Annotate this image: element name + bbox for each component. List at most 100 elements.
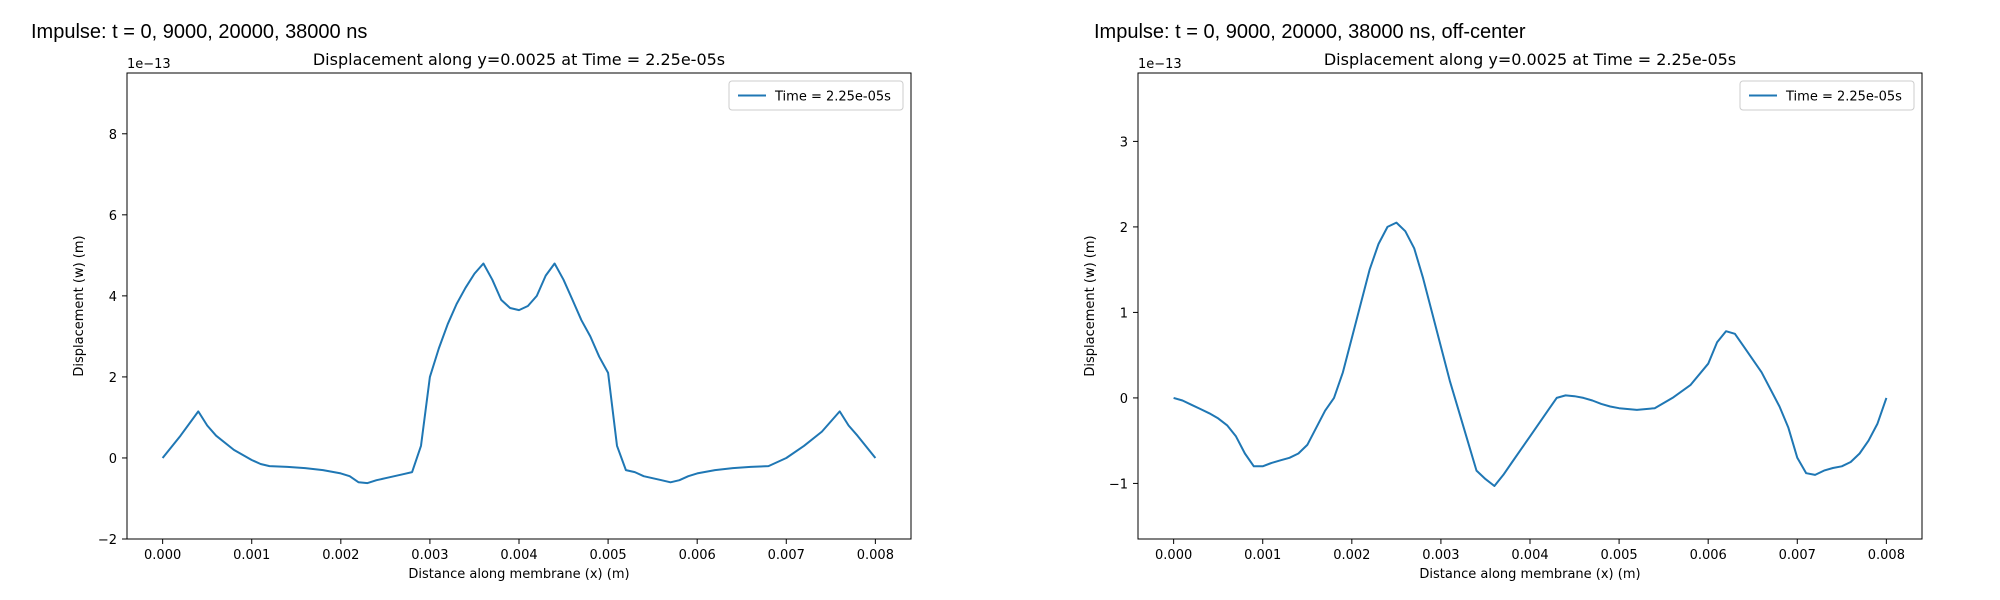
data-point [1182, 400, 1184, 402]
chart-title: Displacement along y=0.0025 at Time = 2.… [313, 50, 725, 69]
data-point [1315, 427, 1317, 429]
data-point [1672, 397, 1674, 399]
data-point [1618, 407, 1620, 409]
data-point [1690, 384, 1692, 386]
y-tick-label: 8 [109, 128, 117, 143]
y-offset-label: 1e−13 [127, 57, 171, 72]
legend-label: Time = 2.25e-05s [1785, 90, 1902, 105]
y-tick-label: 6 [109, 209, 117, 224]
x-tick-label: 0.000 [144, 548, 181, 563]
data-point [1814, 474, 1816, 476]
data-point [1797, 457, 1799, 459]
y-tick-label: 1 [1120, 306, 1128, 321]
data-point [1805, 472, 1807, 474]
data-point [1449, 380, 1451, 382]
data-point [1761, 372, 1763, 374]
data-point [1191, 404, 1193, 406]
data-point [1556, 397, 1558, 399]
y-offset-label: 1e−13 [1138, 57, 1182, 72]
data-point [1520, 448, 1522, 450]
data-point [1378, 243, 1380, 245]
data-point [1173, 397, 1175, 399]
data-point [1511, 461, 1513, 463]
data-point [1458, 410, 1460, 412]
data-point [1565, 395, 1567, 397]
series-line [1173, 221, 1888, 487]
data-point [1235, 436, 1237, 438]
data-point [1387, 226, 1389, 228]
x-tick-label: 0.005 [589, 548, 626, 563]
data-point [1832, 467, 1834, 469]
data-point [1636, 409, 1638, 411]
y-axis-label: Displacement (w) (m) [72, 235, 87, 376]
x-tick-label: 0.004 [1511, 548, 1548, 563]
data-point [1859, 453, 1861, 455]
data-point [1253, 466, 1255, 468]
x-tick-label: 0.003 [411, 548, 448, 563]
data-point [1262, 466, 1264, 468]
data-point [1538, 423, 1540, 425]
y-axis-label: Displacement (w) (m) [1083, 235, 1098, 376]
data-point [1422, 277, 1424, 279]
data-point [1823, 470, 1825, 472]
data-point [1574, 395, 1576, 397]
x-tick-label: 0.008 [857, 548, 894, 563]
x-tick-label: 0.007 [768, 548, 805, 563]
data-point [1743, 346, 1745, 348]
data-point [1494, 485, 1496, 487]
data-point [1654, 407, 1656, 409]
data-point [1841, 466, 1843, 468]
data-point [1271, 462, 1273, 464]
y-tick-label: 0 [109, 452, 117, 467]
data-point [1289, 457, 1291, 459]
chart-title: Displacement along y=0.0025 at Time = 2.… [1324, 50, 1736, 69]
data-point [1788, 427, 1790, 429]
data-point [1351, 337, 1353, 339]
data-point [1476, 470, 1478, 472]
data-point [1779, 406, 1781, 408]
data-point [1601, 403, 1603, 405]
y-tick-label: 2 [109, 371, 117, 386]
data-point [1226, 425, 1228, 427]
data-point [1868, 440, 1870, 442]
data-point [1298, 453, 1300, 455]
x-axis-label: Distance along membrane (x) (m) [408, 567, 629, 582]
y-tick-label: 3 [1120, 135, 1128, 150]
data-point [1547, 410, 1549, 412]
data-point [1734, 333, 1736, 335]
data-point [1405, 230, 1407, 232]
data-point [1280, 460, 1282, 462]
data-point [1707, 363, 1709, 365]
data-point [1592, 400, 1594, 402]
x-tick-label: 0.008 [1868, 548, 1905, 563]
legend-box [1739, 80, 1915, 111]
figure-title-left: Impulse: t = 0, 9000, 20000, 38000 ns [31, 21, 368, 43]
data-point [1244, 453, 1246, 455]
data-point [1467, 440, 1469, 442]
data-point [1333, 397, 1335, 399]
data-point [1725, 330, 1727, 332]
data-point [1217, 418, 1219, 420]
figure-title-right: Impulse: t = 0, 9000, 20000, 38000 ns, o… [1094, 21, 1526, 43]
x-tick-label: 0.006 [1690, 548, 1727, 563]
y-tick-label: −2 [98, 533, 117, 548]
x-tick-label: 0.002 [1333, 548, 1370, 563]
data-point [1396, 222, 1398, 224]
data-point [1850, 461, 1852, 463]
data-point [1342, 372, 1344, 374]
data-point [1431, 312, 1433, 314]
x-tick-label: 0.003 [1422, 548, 1459, 563]
data-point [1583, 397, 1585, 399]
y-tick-label: −1 [1109, 477, 1128, 492]
x-tick-label: 0.005 [1600, 548, 1637, 563]
data-point [1324, 410, 1326, 412]
x-tick-label: 0.001 [1244, 548, 1281, 563]
y-tick-label: 4 [109, 290, 117, 305]
data-point [1440, 346, 1442, 348]
data-point [1209, 413, 1211, 415]
legend-label: Time = 2.25e-05s [774, 90, 891, 105]
x-tick-label: 0.006 [679, 548, 716, 563]
series-line [161, 262, 877, 485]
x-axis-label: Distance along membrane (x) (m) [1419, 567, 1640, 582]
